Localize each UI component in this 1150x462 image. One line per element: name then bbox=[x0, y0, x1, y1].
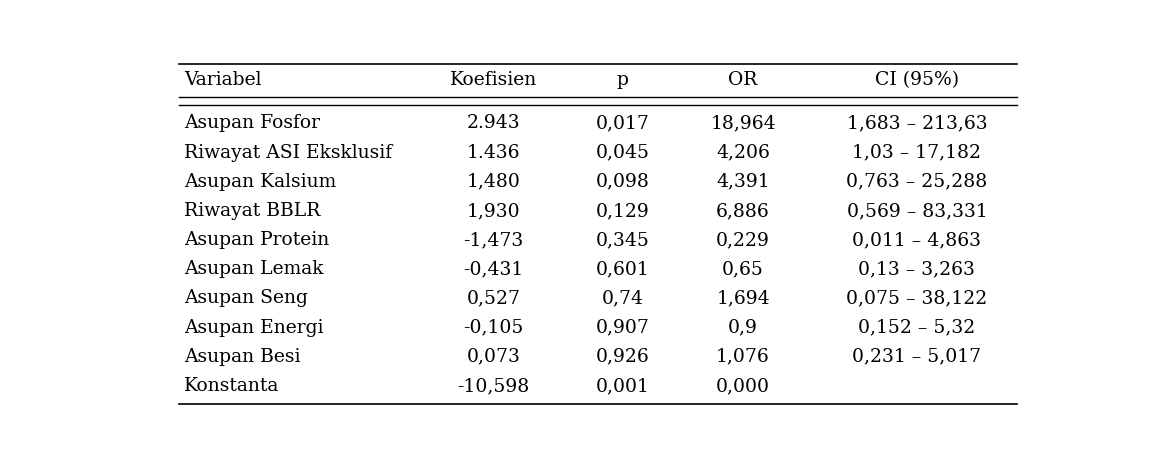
Text: 0,231 – 5,017: 0,231 – 5,017 bbox=[852, 348, 981, 366]
Text: 0,229: 0,229 bbox=[716, 231, 771, 249]
Text: 0,098: 0,098 bbox=[596, 173, 650, 191]
Text: 1,930: 1,930 bbox=[467, 202, 521, 220]
Text: Asupan Lemak: Asupan Lemak bbox=[184, 260, 323, 278]
Text: Riwayat ASI Eksklusif: Riwayat ASI Eksklusif bbox=[184, 144, 392, 162]
Text: Asupan Protein: Asupan Protein bbox=[184, 231, 329, 249]
Text: 0,65: 0,65 bbox=[722, 260, 764, 278]
Text: 1,076: 1,076 bbox=[716, 348, 771, 366]
Text: CI (95%): CI (95%) bbox=[875, 71, 959, 89]
Text: 0,011 – 4,863: 0,011 – 4,863 bbox=[852, 231, 981, 249]
Text: 0,045: 0,045 bbox=[596, 144, 650, 162]
Text: 0,907: 0,907 bbox=[596, 319, 650, 337]
Text: 0,13 – 3,263: 0,13 – 3,263 bbox=[858, 260, 975, 278]
Text: 0,152 – 5,32: 0,152 – 5,32 bbox=[858, 319, 975, 337]
Text: Asupan Besi: Asupan Besi bbox=[184, 348, 300, 366]
Text: 1.436: 1.436 bbox=[467, 144, 520, 162]
Text: Riwayat BBLR: Riwayat BBLR bbox=[184, 202, 320, 220]
Text: 0,001: 0,001 bbox=[596, 377, 650, 395]
Text: 4,391: 4,391 bbox=[716, 173, 771, 191]
Text: Asupan Fosfor: Asupan Fosfor bbox=[184, 115, 320, 133]
Text: -10,598: -10,598 bbox=[458, 377, 530, 395]
Text: 0,926: 0,926 bbox=[596, 348, 650, 366]
Text: 0,345: 0,345 bbox=[596, 231, 650, 249]
Text: 1,03 – 17,182: 1,03 – 17,182 bbox=[852, 144, 981, 162]
Text: Asupan Seng: Asupan Seng bbox=[184, 289, 308, 307]
Text: 1,694: 1,694 bbox=[716, 289, 771, 307]
Text: OR: OR bbox=[728, 71, 758, 89]
Text: 0,129: 0,129 bbox=[596, 202, 650, 220]
Text: Asupan Kalsium: Asupan Kalsium bbox=[184, 173, 336, 191]
Text: 18,964: 18,964 bbox=[711, 115, 776, 133]
Text: 0,763 – 25,288: 0,763 – 25,288 bbox=[846, 173, 988, 191]
Text: -0,105: -0,105 bbox=[463, 319, 523, 337]
Text: 4,206: 4,206 bbox=[716, 144, 771, 162]
Text: 0,569 – 83,331: 0,569 – 83,331 bbox=[846, 202, 988, 220]
Text: 2.943: 2.943 bbox=[467, 115, 521, 133]
Text: 0,017: 0,017 bbox=[596, 115, 650, 133]
Text: 0,9: 0,9 bbox=[728, 319, 758, 337]
Text: -1,473: -1,473 bbox=[463, 231, 523, 249]
Text: Variabel: Variabel bbox=[184, 71, 261, 89]
Text: p: p bbox=[616, 71, 629, 89]
Text: 1,683 – 213,63: 1,683 – 213,63 bbox=[846, 115, 987, 133]
Text: 0,075 – 38,122: 0,075 – 38,122 bbox=[846, 289, 988, 307]
Text: -0,431: -0,431 bbox=[463, 260, 523, 278]
Text: 0,000: 0,000 bbox=[716, 377, 771, 395]
Text: 0,073: 0,073 bbox=[467, 348, 521, 366]
Text: 1,480: 1,480 bbox=[467, 173, 521, 191]
Text: 6,886: 6,886 bbox=[716, 202, 771, 220]
Text: Konstanta: Konstanta bbox=[184, 377, 279, 395]
Text: Koefisien: Koefisien bbox=[450, 71, 537, 89]
Text: 0,74: 0,74 bbox=[601, 289, 644, 307]
Text: Asupan Energi: Asupan Energi bbox=[184, 319, 323, 337]
Text: 0,601: 0,601 bbox=[596, 260, 650, 278]
Text: 0,527: 0,527 bbox=[467, 289, 521, 307]
